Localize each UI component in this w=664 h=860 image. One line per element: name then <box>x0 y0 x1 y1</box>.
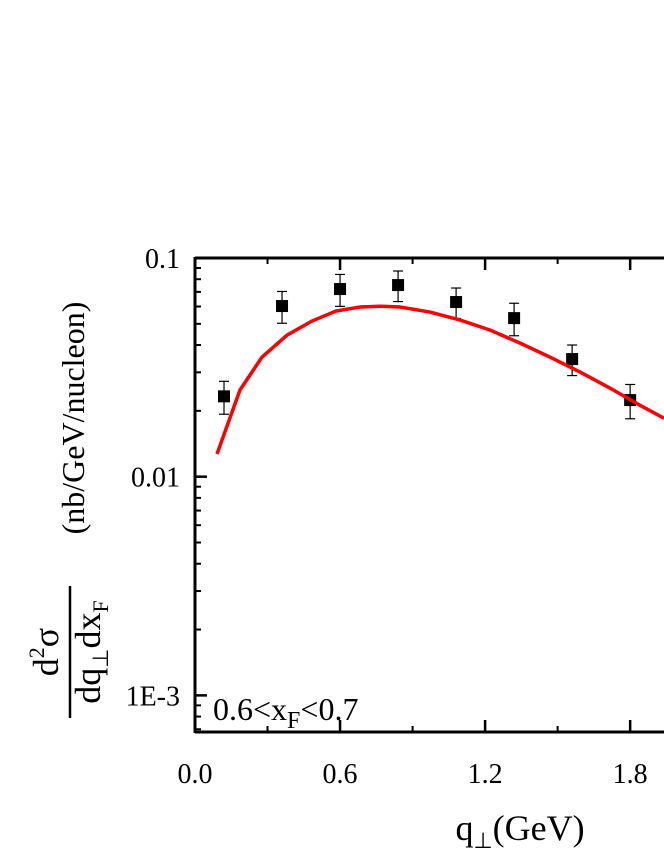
y-label-sup: 2 <box>24 647 49 658</box>
x-tick-label: 1.2 <box>468 759 503 790</box>
x-label-part: (GeV) <box>493 808 585 848</box>
x-tick-label: 1.8 <box>613 759 648 790</box>
data-point <box>218 390 231 403</box>
y-label-units-group: (nb/GeV/nucleon) <box>55 302 91 535</box>
y-tick-label: 1E-3 <box>126 681 180 712</box>
y-label-sub: ⊥ <box>88 649 113 668</box>
x-tick-label: 0.0 <box>178 759 213 790</box>
data-point <box>276 300 289 313</box>
plot-area <box>215 270 664 455</box>
data-point <box>566 353 579 366</box>
annotation-part: <0.7 <box>300 691 358 727</box>
y-label-part: d <box>26 658 66 676</box>
x-axis-label: q⊥(GeV) <box>455 808 584 853</box>
y-label-units: (nb/GeV/nucleon) <box>55 302 91 535</box>
y-label-numerator: d2σ <box>24 628 66 676</box>
annotation: 0.6<xF<0.7 <box>213 691 358 734</box>
annotation-sub: F <box>287 708 300 734</box>
model-curve <box>215 304 664 455</box>
y-label-part: dq <box>68 668 108 704</box>
data-point <box>450 296 463 309</box>
y-label-part: dx <box>68 613 108 649</box>
x-label-sub: ⊥ <box>473 828 492 853</box>
x-label-part: q <box>455 808 473 848</box>
x-tick-label: 0.6 <box>323 759 358 790</box>
annotation-part: 0.6<x <box>213 691 287 727</box>
data-point <box>508 312 521 325</box>
axes <box>193 256 664 734</box>
y-label-denominator: dq⊥dxF <box>68 600 113 703</box>
data-point <box>334 283 347 296</box>
y-label-fraction: d2σ dq⊥dxF <box>24 586 113 718</box>
y-tick-label: 0.01 <box>131 463 180 494</box>
y-label-sub: F <box>88 600 113 612</box>
y-tick-label: 0.1 <box>145 244 180 275</box>
y-label-part: σ <box>26 628 66 647</box>
data-point <box>392 279 405 292</box>
